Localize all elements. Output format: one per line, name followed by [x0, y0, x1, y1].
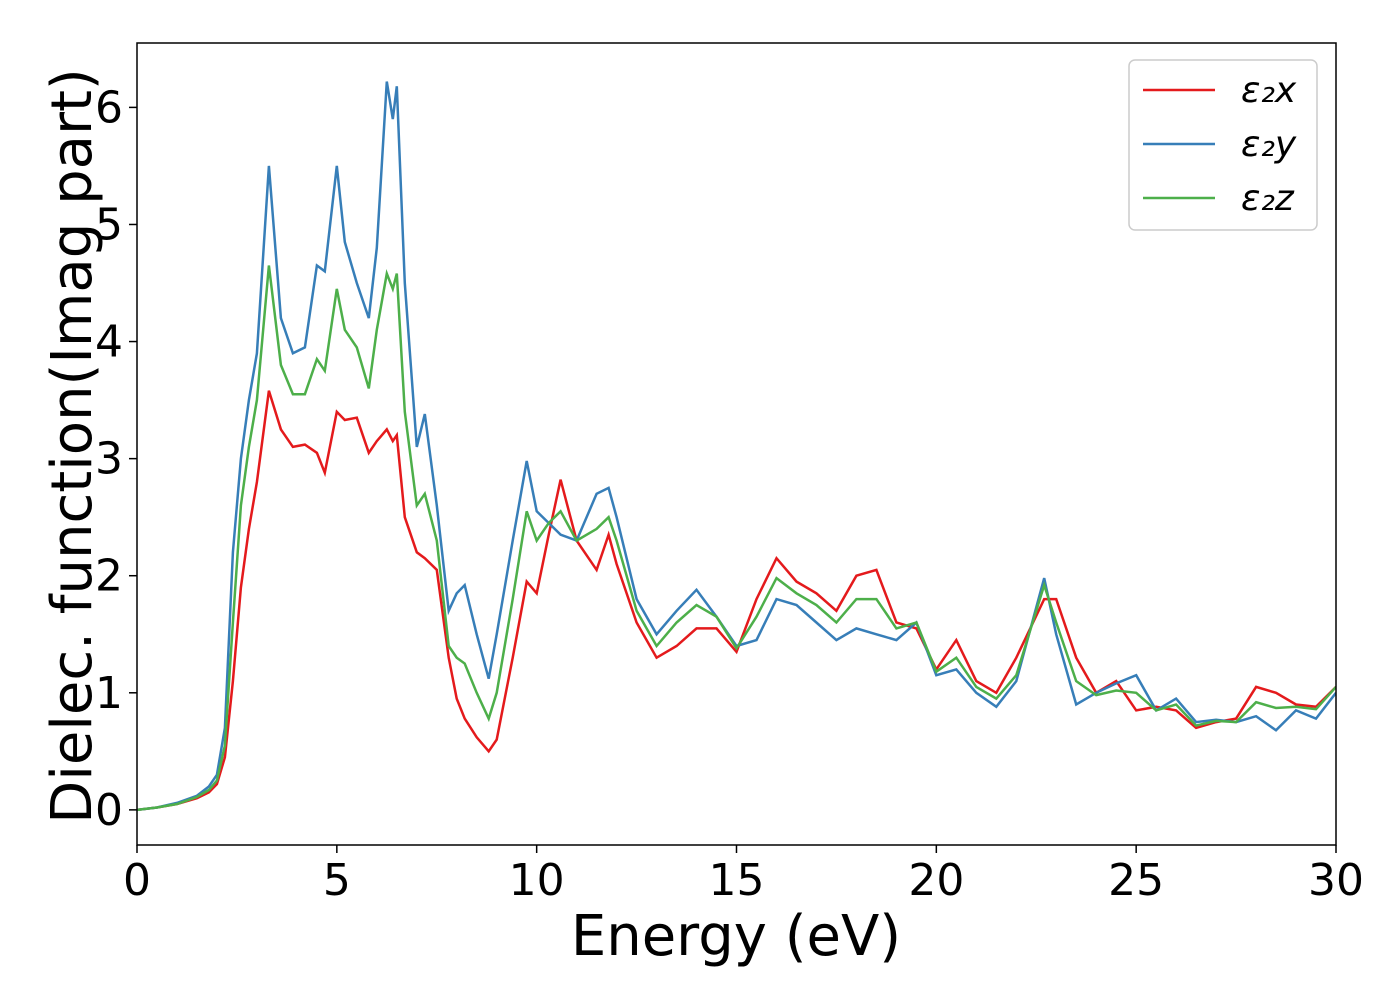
plot-frame: [136, 42, 1337, 846]
y-tick-label: 1: [95, 668, 123, 719]
y-axis-label: Dielec. function(Imag part): [40, 68, 105, 824]
legend-label: ε₂x: [1241, 70, 1297, 111]
y-tick-label: 4: [95, 317, 123, 368]
y-tick-label: 0: [95, 785, 123, 836]
x-tick-label: 30: [1308, 855, 1364, 906]
series-line: [137, 265, 1336, 812]
x-tick-label: 0: [123, 855, 151, 906]
y-tick-label: 2: [95, 551, 123, 602]
x-tick-label: 20: [908, 855, 964, 906]
x-tick-label: 10: [509, 855, 565, 906]
legend-label: ε₂y: [1241, 124, 1297, 165]
y-tick-label: 3: [95, 434, 123, 485]
y-tick-label: 5: [95, 199, 123, 250]
x-tick-label: 15: [709, 855, 765, 906]
y-tick-label: 6: [95, 82, 123, 133]
legend-box: [1128, 59, 1318, 231]
x-tick-label: 5: [323, 855, 351, 906]
series-line: [137, 81, 1336, 812]
x-tick-label: 25: [1108, 855, 1164, 906]
series-line: [137, 390, 1336, 812]
x-axis-label: Energy (eV): [571, 904, 901, 969]
legend-label: ε₂z: [1241, 178, 1295, 219]
